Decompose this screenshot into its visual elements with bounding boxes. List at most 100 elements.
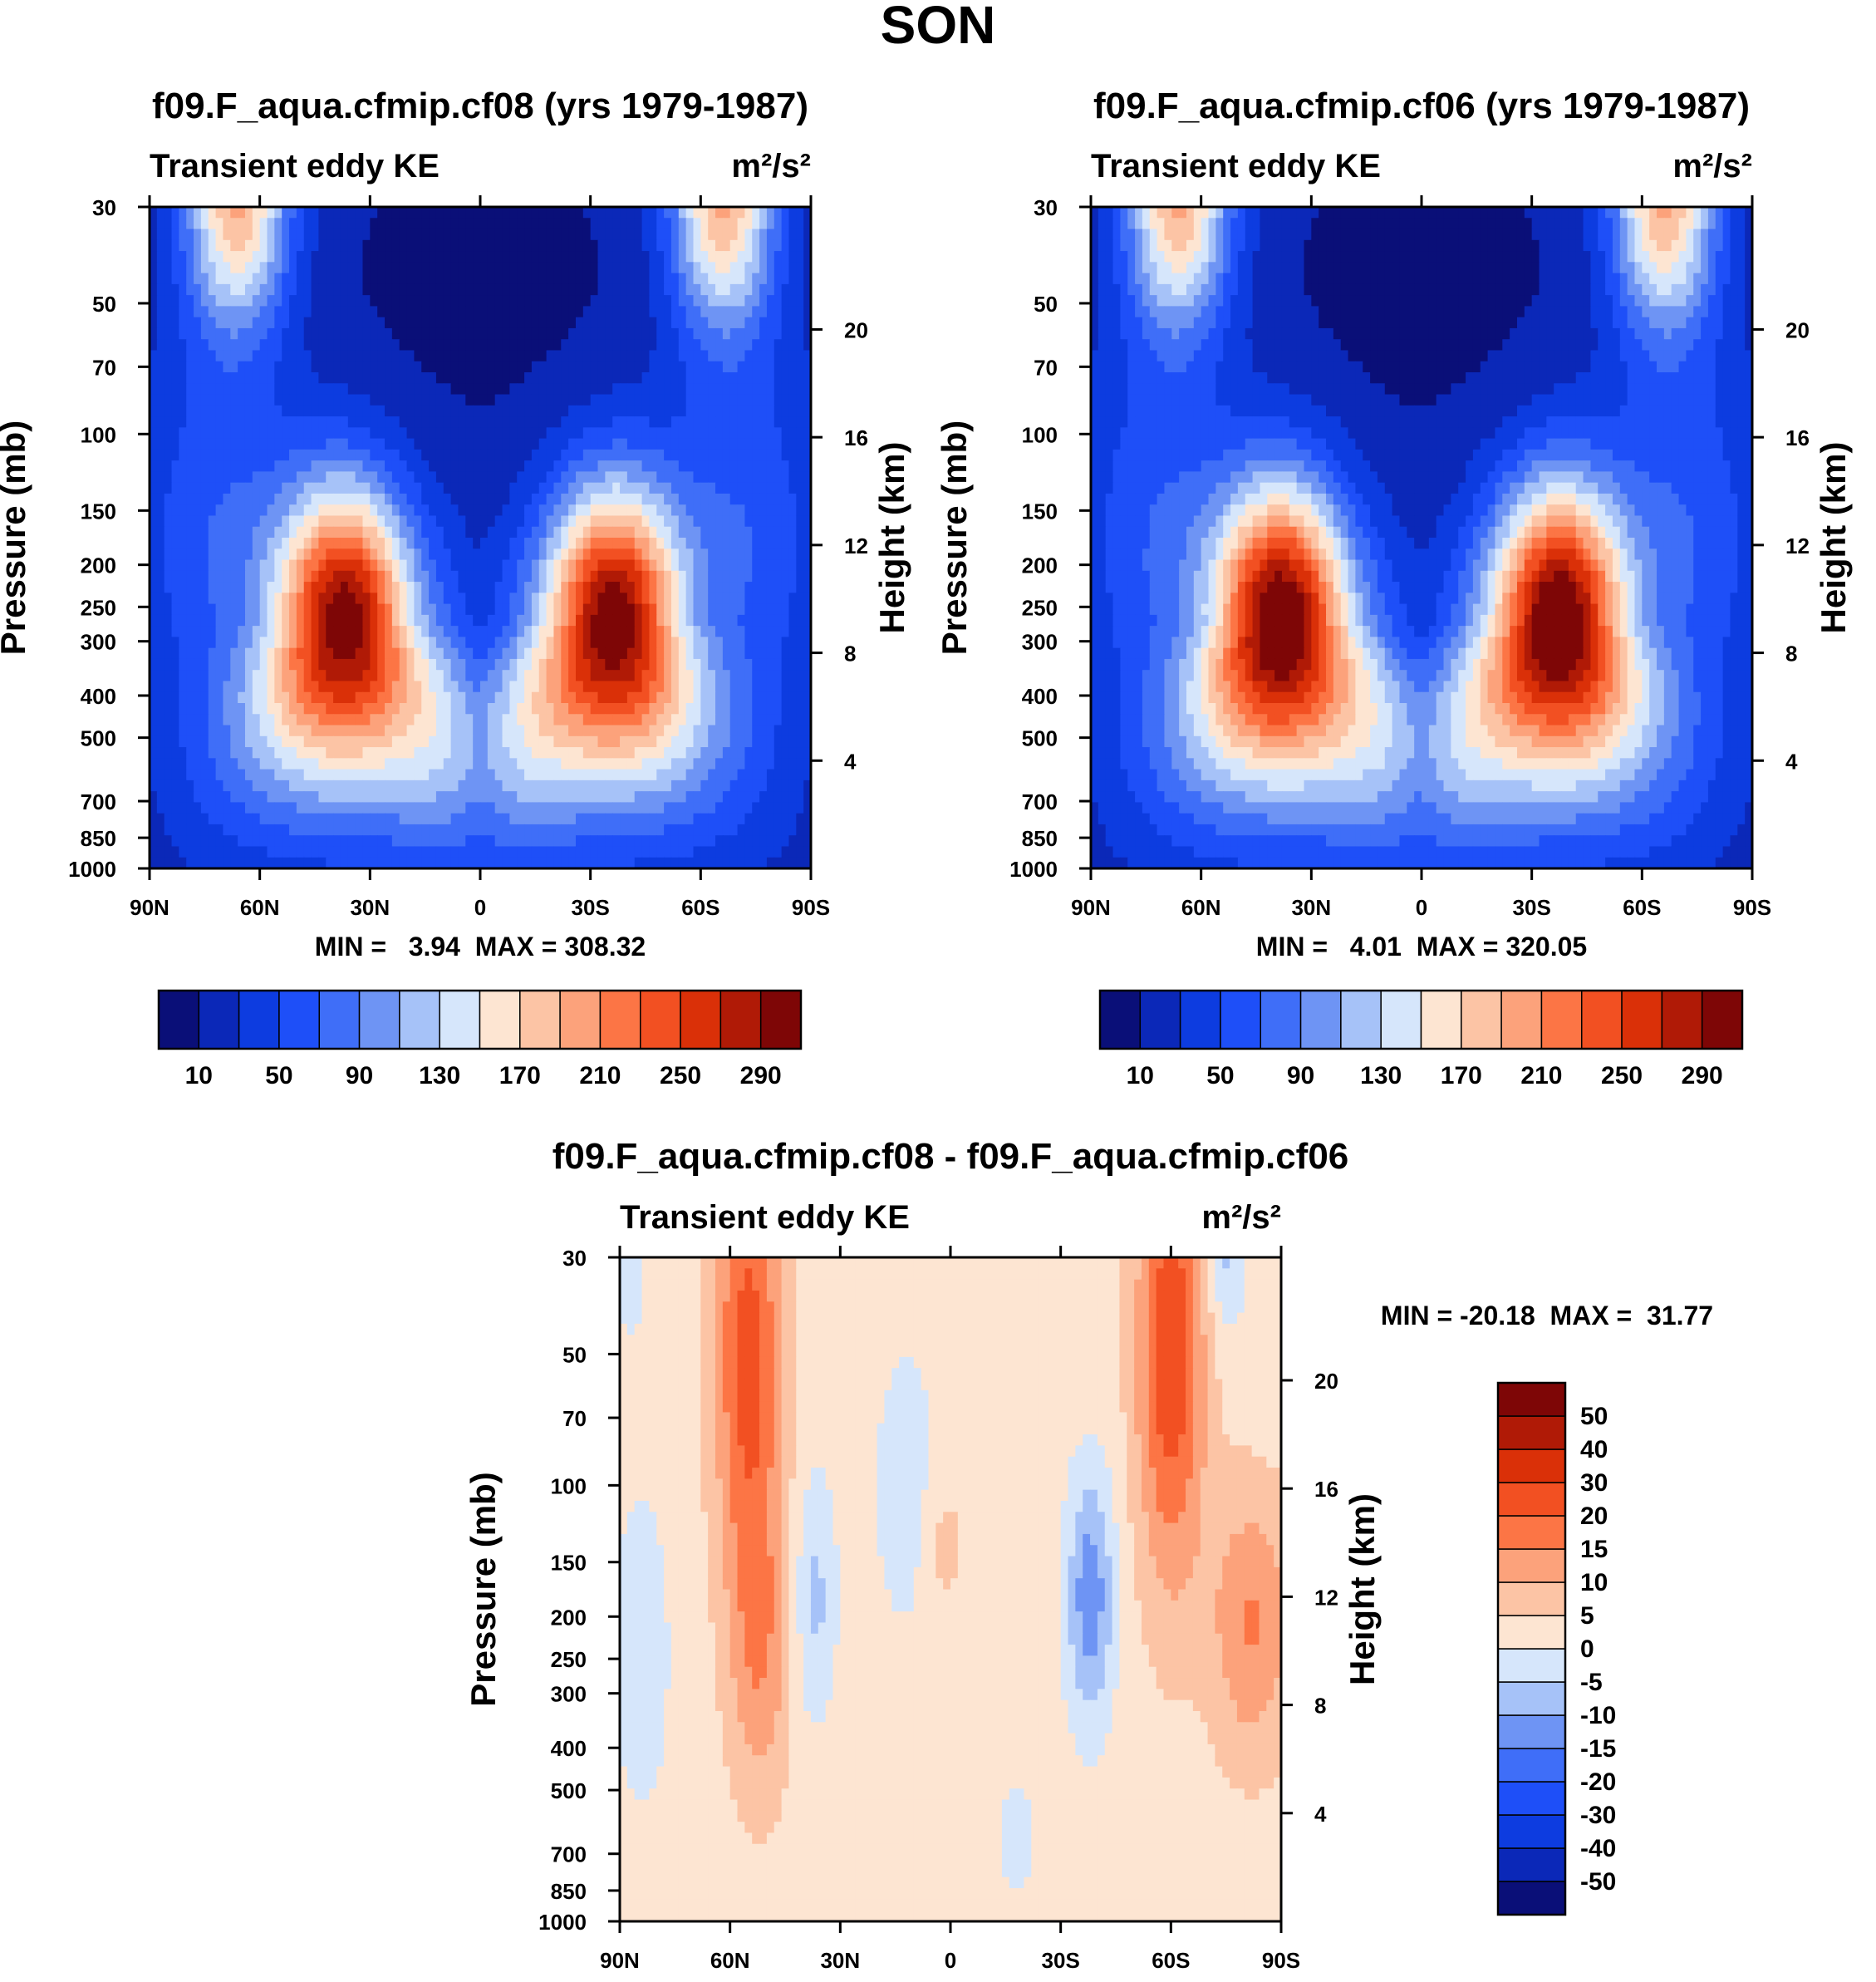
field-cell — [774, 439, 782, 450]
field-cell — [649, 560, 656, 572]
field-cell — [370, 692, 377, 704]
field-cell — [312, 515, 319, 527]
field-cell — [326, 471, 333, 483]
field-cell — [421, 416, 429, 428]
field-cell — [312, 538, 319, 549]
field-cell — [620, 571, 627, 583]
field-cell — [223, 262, 230, 273]
field-cell — [744, 538, 752, 549]
field-cell — [348, 416, 356, 428]
field-cell — [362, 427, 370, 439]
field-cell — [759, 648, 767, 660]
field-cell — [693, 251, 700, 263]
field-cell — [414, 504, 421, 516]
field-cell — [451, 317, 459, 329]
field-cell — [679, 560, 686, 572]
field-cell — [297, 439, 304, 450]
field-cell — [421, 251, 429, 263]
field-cell — [333, 207, 341, 219]
field-cell — [414, 626, 421, 637]
field-cell — [759, 548, 767, 560]
field-cell — [392, 615, 400, 627]
field-cell — [524, 571, 532, 583]
field-cell — [209, 791, 216, 803]
field-cell — [165, 395, 172, 406]
field-cell — [238, 317, 245, 329]
field-cell — [436, 615, 444, 627]
field-cell — [186, 284, 194, 296]
field-cell — [392, 284, 400, 296]
field-cell — [517, 284, 524, 296]
field-cell — [605, 582, 612, 593]
field-cell — [326, 427, 333, 439]
field-cell — [238, 383, 245, 395]
field-cell — [671, 703, 679, 715]
field-cell — [656, 372, 664, 384]
field-cell — [708, 791, 715, 803]
field-cell — [509, 560, 517, 572]
field-cell — [201, 317, 209, 329]
field-cell — [348, 439, 356, 450]
field-cell — [289, 328, 297, 340]
field-cell — [429, 328, 436, 340]
field-cell — [561, 527, 568, 539]
field-cell — [598, 538, 606, 549]
field-cell — [451, 483, 459, 494]
field-cell — [730, 450, 738, 461]
field-cell — [186, 504, 194, 516]
field-cell — [436, 207, 444, 219]
field-cell — [488, 372, 495, 384]
field-cell — [605, 802, 612, 814]
field-cell — [201, 747, 209, 759]
field-cell — [568, 548, 576, 560]
field-cell — [553, 450, 561, 461]
field-cell — [348, 229, 356, 241]
field-cell — [517, 427, 524, 439]
field-cell — [591, 692, 598, 704]
field-cell — [465, 273, 473, 285]
field-cell — [752, 229, 759, 241]
field-cell — [583, 229, 591, 241]
field-cell — [495, 504, 503, 516]
field-cell — [377, 504, 385, 516]
field-cell — [620, 747, 627, 759]
field-cell — [260, 328, 268, 340]
field-cell — [693, 262, 700, 273]
field-cell — [385, 560, 392, 572]
field-cell — [245, 328, 253, 340]
field-cell — [642, 560, 650, 572]
field-cell — [539, 450, 547, 461]
field-cell — [385, 770, 392, 781]
field-cell — [782, 240, 789, 252]
field-cell — [759, 780, 767, 792]
field-cell — [201, 703, 209, 715]
field-cell — [679, 593, 686, 604]
field-cell — [304, 780, 312, 792]
field-cell — [238, 328, 245, 340]
field-cell — [539, 284, 547, 296]
field-cell — [517, 350, 524, 361]
field-cell — [216, 317, 223, 329]
field-cell — [209, 758, 216, 770]
field-cell — [333, 361, 341, 373]
field-cell — [679, 791, 686, 803]
field-cell — [583, 703, 591, 715]
field-cell — [282, 471, 289, 483]
field-cell — [788, 450, 796, 461]
field-cell — [700, 681, 708, 692]
field-cell — [568, 758, 576, 770]
field-cell — [194, 483, 201, 494]
field-cell — [495, 284, 503, 296]
field-cell — [517, 262, 524, 273]
field-cell — [759, 273, 767, 285]
field-cell — [377, 273, 385, 285]
field-cell — [312, 295, 319, 307]
field-cell — [429, 295, 436, 307]
field-cell — [274, 460, 282, 472]
field-cell — [465, 218, 473, 229]
field-cell — [194, 317, 201, 329]
field-cell — [620, 626, 627, 637]
field-cell — [238, 406, 245, 417]
field-cell — [605, 538, 612, 549]
field-cell — [782, 494, 789, 505]
